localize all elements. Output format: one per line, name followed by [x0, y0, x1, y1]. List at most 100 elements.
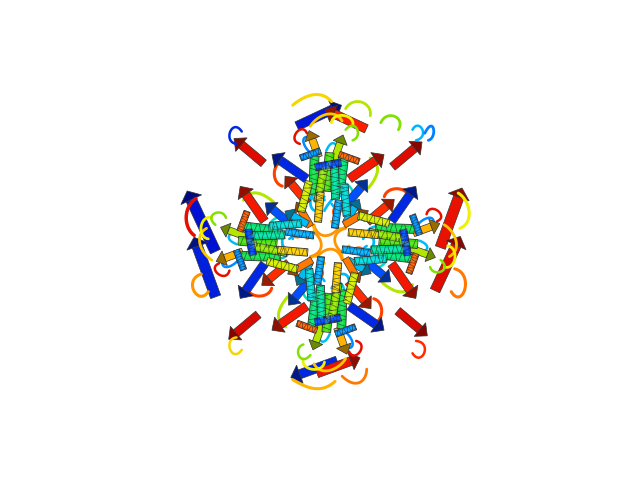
Polygon shape — [414, 323, 428, 336]
Polygon shape — [272, 317, 285, 332]
Polygon shape — [342, 212, 362, 228]
Polygon shape — [287, 263, 299, 276]
Polygon shape — [361, 256, 386, 279]
Polygon shape — [300, 150, 321, 159]
Polygon shape — [316, 357, 353, 378]
Polygon shape — [378, 269, 391, 282]
Polygon shape — [342, 248, 371, 254]
Polygon shape — [338, 151, 360, 165]
Polygon shape — [322, 293, 334, 333]
Polygon shape — [239, 142, 266, 167]
Polygon shape — [376, 223, 414, 233]
Polygon shape — [342, 184, 364, 209]
Polygon shape — [291, 365, 303, 383]
Polygon shape — [408, 253, 417, 274]
Polygon shape — [376, 226, 414, 231]
Polygon shape — [399, 229, 412, 256]
Polygon shape — [315, 316, 341, 324]
Polygon shape — [406, 252, 419, 275]
Polygon shape — [239, 211, 248, 232]
Polygon shape — [329, 101, 342, 118]
Polygon shape — [347, 302, 379, 328]
Polygon shape — [300, 148, 321, 161]
Polygon shape — [296, 322, 317, 332]
Polygon shape — [288, 181, 311, 206]
Polygon shape — [242, 254, 280, 259]
Polygon shape — [343, 205, 358, 224]
Polygon shape — [277, 302, 309, 328]
Polygon shape — [285, 176, 298, 189]
Polygon shape — [266, 257, 298, 273]
Polygon shape — [316, 256, 323, 285]
Polygon shape — [292, 276, 314, 300]
Polygon shape — [314, 159, 342, 171]
Polygon shape — [390, 145, 417, 170]
Polygon shape — [252, 231, 285, 240]
Polygon shape — [411, 215, 421, 235]
Polygon shape — [235, 250, 245, 270]
Polygon shape — [388, 192, 414, 224]
Polygon shape — [357, 209, 369, 222]
Polygon shape — [238, 285, 253, 299]
Polygon shape — [238, 236, 277, 249]
Polygon shape — [242, 261, 268, 293]
Polygon shape — [296, 320, 318, 334]
Polygon shape — [228, 326, 242, 340]
Polygon shape — [298, 356, 339, 379]
Polygon shape — [269, 219, 302, 230]
Polygon shape — [181, 191, 202, 204]
Polygon shape — [377, 250, 413, 263]
Polygon shape — [358, 296, 371, 309]
Polygon shape — [314, 166, 328, 203]
Polygon shape — [322, 152, 334, 192]
Polygon shape — [331, 142, 344, 161]
Polygon shape — [234, 311, 261, 336]
Polygon shape — [333, 166, 337, 199]
Polygon shape — [409, 142, 422, 155]
Polygon shape — [238, 239, 277, 246]
Polygon shape — [305, 268, 316, 301]
Polygon shape — [314, 314, 342, 326]
Polygon shape — [349, 199, 362, 210]
Polygon shape — [278, 249, 308, 254]
Polygon shape — [410, 214, 422, 236]
Polygon shape — [192, 245, 221, 299]
Polygon shape — [360, 263, 371, 276]
Polygon shape — [270, 206, 295, 228]
Polygon shape — [381, 199, 394, 212]
Polygon shape — [285, 228, 314, 239]
Polygon shape — [270, 222, 301, 228]
Polygon shape — [216, 251, 227, 265]
Polygon shape — [252, 233, 285, 238]
Polygon shape — [348, 352, 360, 370]
Polygon shape — [325, 105, 337, 122]
Polygon shape — [335, 324, 356, 337]
Polygon shape — [252, 245, 287, 254]
Polygon shape — [265, 203, 278, 216]
Polygon shape — [308, 291, 320, 327]
Polygon shape — [227, 227, 246, 240]
Polygon shape — [333, 135, 347, 145]
Polygon shape — [339, 153, 360, 163]
Polygon shape — [343, 272, 358, 304]
Polygon shape — [371, 247, 404, 252]
Polygon shape — [332, 109, 368, 133]
Polygon shape — [448, 188, 469, 201]
Polygon shape — [332, 263, 342, 293]
Polygon shape — [310, 292, 317, 327]
Polygon shape — [314, 192, 324, 222]
Polygon shape — [388, 261, 414, 293]
Polygon shape — [342, 257, 358, 276]
Polygon shape — [237, 210, 250, 232]
Polygon shape — [371, 317, 384, 332]
Polygon shape — [298, 261, 313, 280]
Polygon shape — [277, 156, 309, 182]
Polygon shape — [330, 166, 340, 199]
Polygon shape — [295, 105, 335, 130]
Polygon shape — [291, 212, 310, 228]
Polygon shape — [308, 138, 322, 158]
Polygon shape — [379, 239, 418, 246]
Polygon shape — [234, 249, 246, 271]
Polygon shape — [187, 237, 208, 250]
Polygon shape — [324, 293, 332, 332]
